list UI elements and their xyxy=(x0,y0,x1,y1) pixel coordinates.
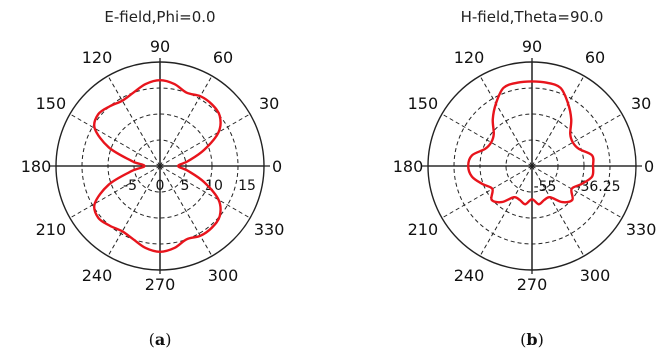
radial-tick-a-0: -5 xyxy=(123,178,137,194)
angle-tick-b-210: 210 xyxy=(408,220,439,239)
spoke-a-330 xyxy=(159,165,251,219)
radial-ticks-a: -5 0 5 10 15 xyxy=(123,178,256,194)
radial-tick-a-1: 0 xyxy=(156,178,165,194)
angle-tick-a-210: 210 xyxy=(36,220,67,239)
angle-tick-b-300: 300 xyxy=(580,266,611,285)
angle-tick-b-90: 90 xyxy=(522,37,542,56)
polar-chart-b: H-field,Theta=90.0 0 30 60 90 120 150 180 210 24… xyxy=(393,8,657,349)
radial-ticks-b: -55 -36.25 xyxy=(534,179,621,195)
chart-title-a: E-field,Phi=0.0 xyxy=(104,8,215,26)
angle-tick-a-180: 180 xyxy=(21,157,52,176)
angle-tick-b-120: 120 xyxy=(454,48,485,67)
radial-tick-a-3: 10 xyxy=(205,178,223,194)
spoke-b-300 xyxy=(531,165,585,257)
spoke-b-330 xyxy=(531,165,623,219)
angle-tick-a-330: 330 xyxy=(254,220,285,239)
spoke-b-240 xyxy=(479,165,533,257)
spoke-a-30 xyxy=(159,113,251,167)
spoke-a-300 xyxy=(159,165,213,257)
angle-tick-a-60: 60 xyxy=(213,48,233,67)
angle-tick-a-270: 270 xyxy=(145,275,176,294)
angle-tick-a-150: 150 xyxy=(36,94,67,113)
spoke-a-120 xyxy=(107,75,161,167)
angle-tick-b-270: 270 xyxy=(517,275,548,294)
angle-tick-a-30: 30 xyxy=(259,94,279,113)
spoke-a-240 xyxy=(107,165,161,257)
angle-tick-b-180: 180 xyxy=(393,157,424,176)
spoke-a-60 xyxy=(159,75,213,167)
angle-tick-a-240: 240 xyxy=(82,266,113,285)
caption-a: (a) xyxy=(149,330,172,349)
spoke-b-120 xyxy=(479,75,533,167)
angle-tick-a-300: 300 xyxy=(208,266,239,285)
polar-grid-b xyxy=(422,58,642,274)
spoke-a-210 xyxy=(69,165,161,219)
angle-tick-b-330: 330 xyxy=(626,220,657,239)
angle-tick-b-60: 60 xyxy=(585,48,605,67)
chart-title-b: H-field,Theta=90.0 xyxy=(461,8,604,26)
radial-tick-b-0: -55 xyxy=(534,179,557,195)
angle-ticks-b: 0 30 60 90 120 150 180 210 240 270 300 330 xyxy=(393,37,657,294)
spoke-b-60 xyxy=(531,75,585,167)
polar-grid-a xyxy=(50,58,270,274)
spoke-b-210 xyxy=(441,165,533,219)
series-line-b xyxy=(467,80,595,206)
radial-tick-a-2: 5 xyxy=(181,178,190,194)
caption-b: (b) xyxy=(520,330,544,349)
series-line-a xyxy=(92,79,222,253)
spoke-b-150 xyxy=(441,113,533,167)
angle-tick-a-0: 0 xyxy=(272,157,282,176)
angle-tick-b-30: 30 xyxy=(631,94,651,113)
angle-tick-b-0: 0 xyxy=(644,157,654,176)
spoke-b-30 xyxy=(531,113,623,167)
angle-tick-a-120: 120 xyxy=(82,48,113,67)
radial-tick-b-1: -36.25 xyxy=(575,179,620,195)
angle-tick-b-150: 150 xyxy=(408,94,439,113)
angle-tick-a-90: 90 xyxy=(150,37,170,56)
spoke-a-150 xyxy=(69,113,161,167)
radial-tick-a-4: 15 xyxy=(238,178,256,194)
angle-tick-b-240: 240 xyxy=(454,266,485,285)
